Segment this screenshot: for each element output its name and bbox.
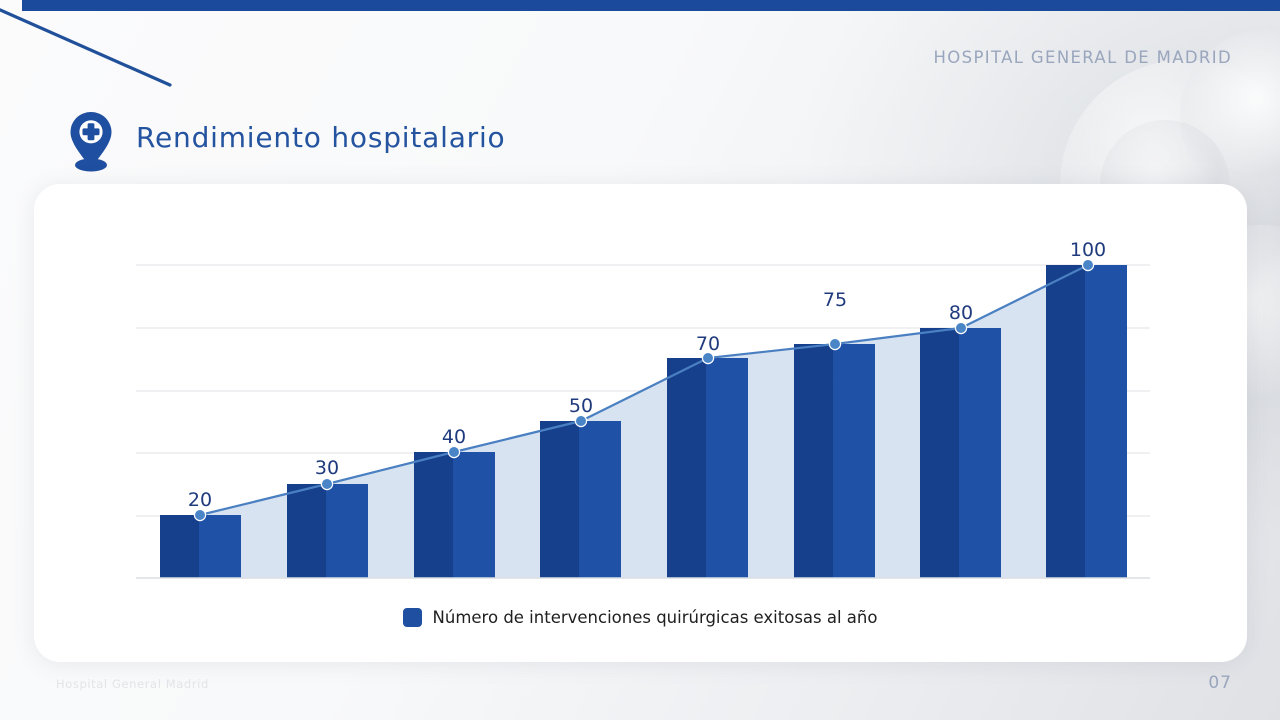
chart-card	[34, 184, 1247, 662]
chart-value-label: 70	[695, 333, 721, 355]
chart-legend: Número de intervenciones quirúrgicas exi…	[0, 608, 1280, 627]
chart-value-label: 50	[568, 395, 594, 417]
legend-swatch	[402, 608, 422, 627]
chart-value-label: 75	[822, 289, 848, 311]
map-pin-medical-cross-icon	[70, 112, 112, 172]
legend-label: Número de intervenciones quirúrgicas exi…	[432, 608, 878, 627]
chart-value-label: 100	[1069, 239, 1107, 261]
chart-value-label: 40	[441, 426, 467, 448]
chart-value-label: 20	[187, 489, 213, 511]
chart-value-label: 80	[948, 302, 974, 324]
top-accent-bar	[22, 0, 1280, 11]
chart-value-label: 30	[314, 457, 340, 479]
diagonal-accent-line	[0, 8, 172, 87]
footer-brand: Hospital General Madrid	[56, 677, 209, 691]
hospital-name-heading: HOSPITAL GENERAL DE MADRID	[933, 48, 1232, 67]
page-number: 07	[1208, 673, 1232, 693]
page-title: Rendimiento hospitalario	[136, 121, 506, 154]
